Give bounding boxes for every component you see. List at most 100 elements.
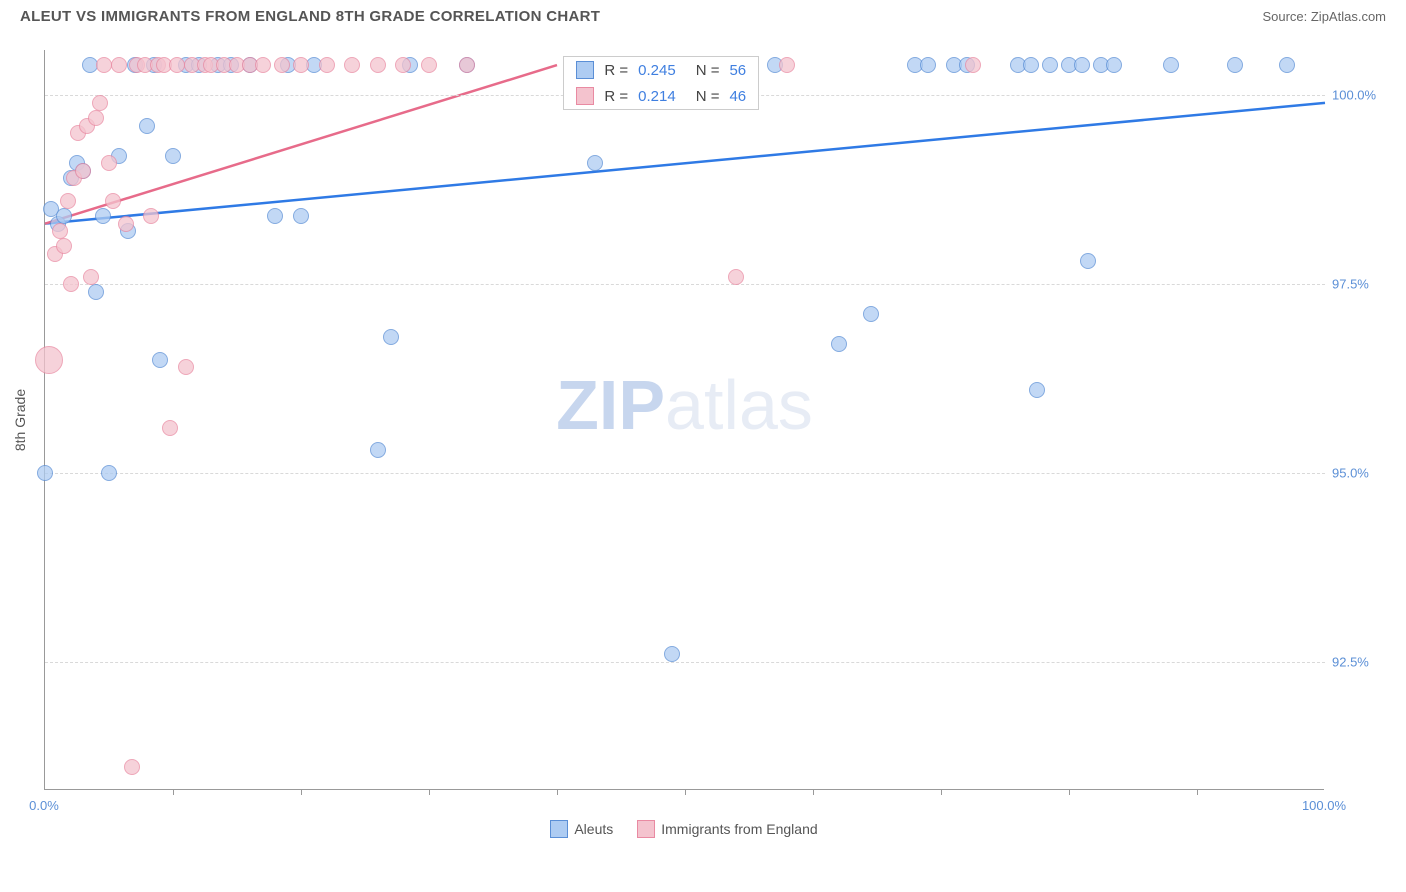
xtick-label: 100.0% (1302, 798, 1346, 813)
scatter-point-aleuts (587, 155, 603, 171)
scatter-point-aleuts (267, 208, 283, 224)
stat-n-value: 46 (729, 88, 746, 105)
scatter-point-aleuts (920, 57, 936, 73)
scatter-point-england (96, 57, 112, 73)
scatter-point-england (395, 57, 411, 73)
legend-swatch (637, 820, 655, 838)
title-bar: ALEUT VS IMMIGRANTS FROM ENGLAND 8TH GRA… (0, 0, 1406, 29)
stat-n-label: N = (696, 62, 720, 79)
scatter-point-england (75, 163, 91, 179)
scatter-point-england (111, 57, 127, 73)
xtick (173, 789, 174, 795)
scatter-point-england (319, 57, 335, 73)
scatter-point-aleuts (1080, 253, 1096, 269)
scatter-point-england (105, 193, 121, 209)
scatter-point-england (274, 57, 290, 73)
scatter-point-england (88, 110, 104, 126)
stats-row: R = 0.245 N = 56 (564, 57, 758, 83)
scatter-point-aleuts (101, 465, 117, 481)
scatter-point-england (344, 57, 360, 73)
scatter-point-aleuts (139, 118, 155, 134)
scatter-point-england (52, 223, 68, 239)
scatter-point-aleuts (1163, 57, 1179, 73)
legend-swatch (550, 820, 568, 838)
scatter-point-aleuts (152, 352, 168, 368)
stat-r-value: 0.245 (638, 62, 676, 79)
stat-n-label: N = (696, 88, 720, 105)
scatter-point-england (60, 193, 76, 209)
scatter-point-england (255, 57, 271, 73)
scatter-point-aleuts (95, 208, 111, 224)
scatter-point-england (63, 276, 79, 292)
ytick-label: 100.0% (1332, 88, 1376, 103)
xtick-label: 0.0% (29, 798, 59, 813)
xtick (301, 789, 302, 795)
ytick-label: 97.5% (1332, 277, 1369, 292)
xtick (685, 789, 686, 795)
scatter-point-aleuts (370, 442, 386, 458)
scatter-point-england (143, 208, 159, 224)
scatter-point-england (293, 57, 309, 73)
scatter-point-england (965, 57, 981, 73)
stat-r-value: 0.214 (638, 88, 676, 105)
y-axis-label: 8th Grade (12, 389, 28, 451)
stats-swatch (576, 61, 594, 79)
scatter-point-aleuts (165, 148, 181, 164)
scatter-point-aleuts (1042, 57, 1058, 73)
gridline (45, 662, 1325, 663)
gridline (45, 284, 1325, 285)
scatter-point-aleuts (831, 336, 847, 352)
xtick (941, 789, 942, 795)
gridline (45, 473, 1325, 474)
scatter-point-aleuts (1279, 57, 1295, 73)
scatter-point-aleuts (56, 208, 72, 224)
scatter-point-england (779, 57, 795, 73)
scatter-point-england (83, 269, 99, 285)
stats-box: R = 0.245 N = 56 R = 0.214 N = 46 (563, 56, 759, 110)
scatter-point-england (178, 359, 194, 375)
xtick (1069, 789, 1070, 795)
scatter-point-aleuts (383, 329, 399, 345)
source-label: Source: ZipAtlas.com (1262, 9, 1386, 24)
legend-item: Aleuts (550, 820, 613, 838)
scatter-point-aleuts (293, 208, 309, 224)
plot-area: ZIPatlas R =0.245N =56R =0.214N =46 (44, 50, 1324, 790)
xtick (1197, 789, 1198, 795)
scatter-point-aleuts (863, 306, 879, 322)
scatter-point-aleuts (1023, 57, 1039, 73)
scatter-point-england (169, 57, 185, 73)
scatter-point-england (92, 95, 108, 111)
bottom-legend: Aleuts Immigrants from England (44, 820, 1324, 838)
scatter-point-aleuts (37, 465, 53, 481)
scatter-point-england (124, 759, 140, 775)
legend-item: Immigrants from England (637, 820, 817, 838)
chart-title: ALEUT VS IMMIGRANTS FROM ENGLAND 8TH GRA… (20, 8, 600, 25)
scatter-point-england (56, 238, 72, 254)
stat-r-label: R = (604, 62, 628, 79)
scatter-point-england (370, 57, 386, 73)
stat-r-label: R = (604, 88, 628, 105)
xtick (557, 789, 558, 795)
ytick-label: 95.0% (1332, 465, 1369, 480)
stats-row: R = 0.214 N = 46 (564, 83, 758, 109)
scatter-point-england (421, 57, 437, 73)
scatter-point-england (459, 57, 475, 73)
xtick (429, 789, 430, 795)
ytick-label: 92.5% (1332, 654, 1369, 669)
scatter-point-england (35, 346, 63, 374)
legend-label: Aleuts (574, 821, 613, 837)
scatter-point-england (101, 155, 117, 171)
scatter-point-aleuts (1029, 382, 1045, 398)
legend-label: Immigrants from England (661, 821, 817, 837)
scatter-point-aleuts (1227, 57, 1243, 73)
xtick (813, 789, 814, 795)
scatter-point-aleuts (1074, 57, 1090, 73)
stats-swatch (576, 87, 594, 105)
stat-n-value: 56 (729, 62, 746, 79)
scatter-point-england (728, 269, 744, 285)
scatter-point-aleuts (1106, 57, 1122, 73)
trend-lines (45, 50, 1325, 790)
scatter-point-england (162, 420, 178, 436)
plot-wrap: 8th Grade ZIPatlas R =0.245N =56R =0.214… (44, 50, 1384, 810)
scatter-point-england (118, 216, 134, 232)
